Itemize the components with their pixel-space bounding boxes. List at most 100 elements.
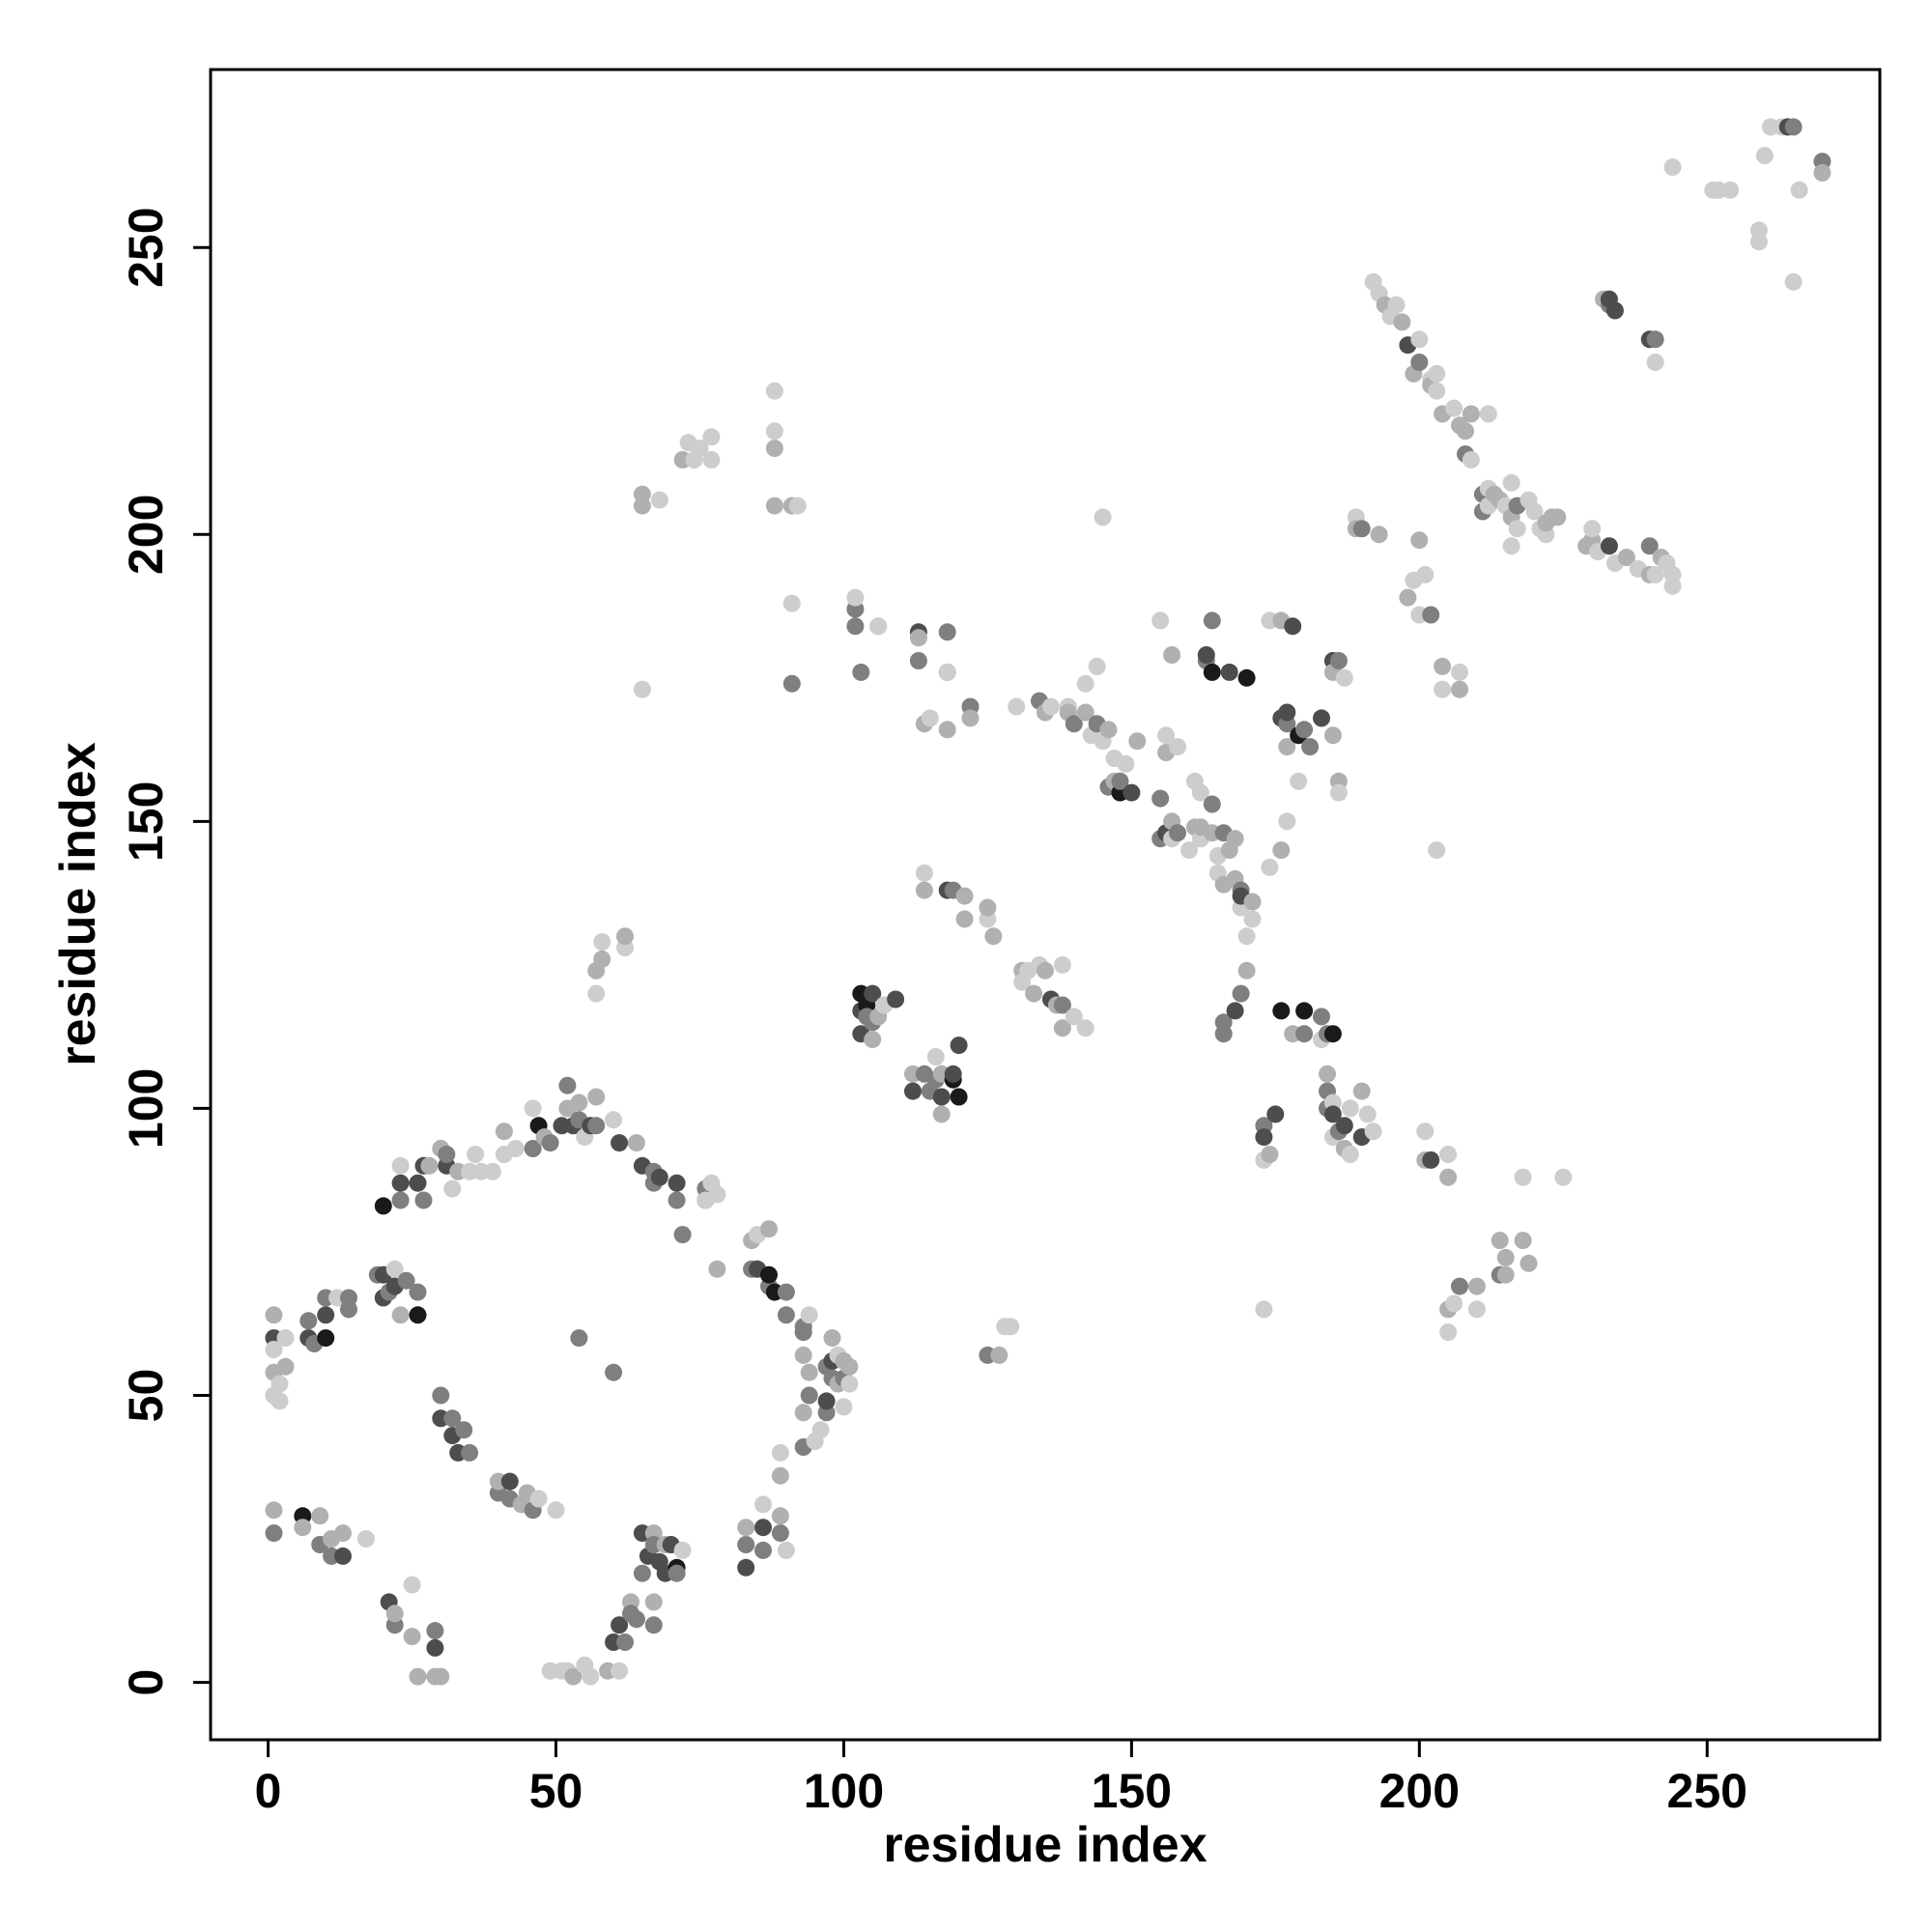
- contact-point: [950, 1088, 968, 1106]
- contact-point: [1434, 657, 1452, 675]
- contact-point: [409, 1174, 427, 1192]
- contact-point: [771, 1524, 789, 1543]
- contact-point: [1600, 537, 1618, 555]
- contact-point: [835, 1398, 853, 1416]
- contact-point: [1502, 473, 1520, 492]
- contact-point: [1203, 663, 1221, 681]
- contact-point: [1094, 508, 1112, 526]
- contact-point: [955, 887, 974, 905]
- contact-point: [1422, 1151, 1440, 1169]
- contact-point: [765, 497, 783, 515]
- contact-point: [611, 1134, 629, 1152]
- contact-point: [938, 663, 956, 681]
- contact-point: [691, 440, 709, 458]
- contact-point: [1214, 1025, 1233, 1043]
- contact-point: [541, 1134, 559, 1152]
- contact-point: [1065, 1008, 1083, 1026]
- contact-point: [1410, 354, 1429, 371]
- contact-point: [547, 1501, 565, 1520]
- contact-point: [593, 933, 611, 952]
- y-tick-label: 250: [119, 207, 173, 287]
- contact-point: [1554, 1168, 1573, 1186]
- contact-point: [800, 1306, 818, 1324]
- contact-point: [800, 1386, 818, 1405]
- contact-point: [1295, 721, 1314, 739]
- contact-point: [1237, 961, 1256, 980]
- contact-point: [432, 1386, 450, 1405]
- contact-point: [1329, 783, 1348, 802]
- contact-point: [1583, 520, 1602, 538]
- contact-point: [1237, 927, 1256, 946]
- contact-point: [782, 674, 801, 693]
- contact-point: [495, 1122, 513, 1141]
- contact-point: [754, 1519, 772, 1537]
- contact-point: [668, 1191, 686, 1209]
- contact-point: [633, 485, 651, 503]
- contact-point: [627, 1134, 645, 1152]
- contact-point: [461, 1443, 479, 1462]
- contact-point: [616, 927, 634, 946]
- contact-point: [800, 1363, 818, 1381]
- contact-point: [1180, 841, 1198, 860]
- contact-point: [737, 1536, 755, 1553]
- contact-point: [979, 898, 997, 917]
- contact-point: [1428, 364, 1446, 383]
- contact-point: [1197, 646, 1215, 664]
- contact-point: [708, 1185, 726, 1204]
- contact-point: [1755, 147, 1774, 165]
- contact-point: [276, 1329, 295, 1348]
- contact-point: [1278, 738, 1296, 756]
- contact-point: [1042, 697, 1060, 716]
- contact-point: [1749, 233, 1768, 251]
- contact-point: [771, 1507, 789, 1525]
- contact-point: [1784, 272, 1803, 291]
- contact-point: [1663, 158, 1682, 176]
- contact-point: [1358, 1105, 1377, 1123]
- contact-point: [1525, 502, 1544, 521]
- contact-point: [616, 1634, 634, 1651]
- contact-point: [1451, 680, 1468, 698]
- contact-point: [1393, 313, 1411, 331]
- contact-point: [794, 1346, 812, 1364]
- contact-point: [1122, 783, 1141, 802]
- contact-point: [1640, 537, 1659, 555]
- contact-point: [984, 927, 1003, 946]
- contact-point: [1237, 668, 1256, 687]
- contact-point: [1226, 830, 1244, 848]
- contact-point: [1128, 732, 1147, 751]
- contact-point: [823, 1329, 841, 1348]
- contact-point: [1439, 1146, 1458, 1163]
- contact-point: [1076, 703, 1094, 722]
- contact-point: [1462, 451, 1480, 469]
- contact-point: [737, 1558, 755, 1577]
- contact-point: [317, 1306, 335, 1324]
- contact-point: [1319, 1065, 1336, 1083]
- contact-point: [1439, 1323, 1458, 1342]
- contact-point: [385, 1260, 404, 1278]
- contact-point: [1496, 1265, 1515, 1284]
- contact-point: [1295, 1002, 1314, 1020]
- contact-point: [794, 1323, 812, 1342]
- contact-point: [1313, 709, 1330, 727]
- contact-point: [570, 1094, 588, 1112]
- contact-point: [558, 1076, 577, 1094]
- contact-point: [668, 1174, 686, 1192]
- contact-point: [432, 1667, 450, 1686]
- x-tick-label: 50: [529, 1764, 583, 1818]
- contact-point: [265, 1306, 283, 1324]
- contact-point: [887, 990, 905, 1009]
- contact-point: [1445, 1294, 1463, 1313]
- contact-point: [1323, 1105, 1342, 1123]
- contact-point: [932, 1105, 951, 1123]
- contact-point: [644, 1593, 663, 1611]
- y-tick-label: 0: [119, 1669, 173, 1696]
- contact-point: [426, 1638, 444, 1657]
- contact-point: [317, 1329, 335, 1348]
- contact-point: [673, 1226, 692, 1244]
- contact-point: [467, 1146, 485, 1163]
- contact-point: [587, 1088, 606, 1106]
- contact-point: [1255, 1128, 1273, 1147]
- contact-point: [1323, 726, 1342, 745]
- contact-point: [443, 1409, 462, 1428]
- contact-point: [950, 1037, 968, 1055]
